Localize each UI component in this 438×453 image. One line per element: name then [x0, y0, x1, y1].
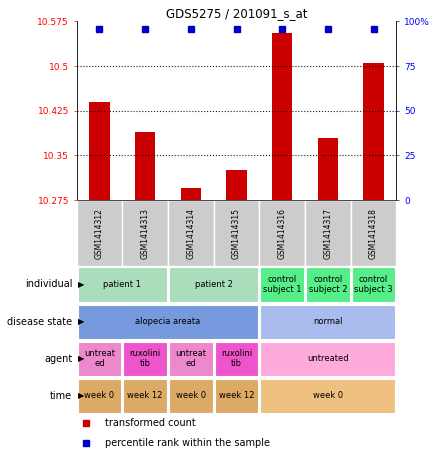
Bar — [89, 102, 110, 200]
Text: GSM1414312: GSM1414312 — [95, 207, 104, 259]
Text: GSM1414318: GSM1414318 — [369, 207, 378, 259]
Text: patient 2: patient 2 — [195, 280, 233, 289]
Bar — [272, 33, 293, 200]
Text: GSM1414314: GSM1414314 — [186, 207, 195, 259]
Text: ruxolini
tib: ruxolini tib — [221, 349, 252, 368]
Text: control
subject 3: control subject 3 — [354, 275, 393, 294]
Text: week 0: week 0 — [85, 391, 115, 400]
Bar — [122, 200, 168, 266]
Bar — [168, 200, 214, 266]
Bar — [215, 379, 258, 413]
Text: GSM1414316: GSM1414316 — [278, 207, 287, 259]
Text: ▶: ▶ — [78, 280, 84, 289]
Bar — [260, 342, 396, 376]
Text: percentile rank within the sample: percentile rank within the sample — [106, 438, 270, 448]
Text: ruxolini
tib: ruxolini tib — [130, 349, 161, 368]
Bar — [78, 304, 258, 339]
Bar — [77, 200, 122, 266]
Text: untreat
ed: untreat ed — [175, 349, 206, 368]
Bar — [260, 304, 396, 339]
Text: ▶: ▶ — [78, 391, 84, 400]
Bar — [169, 267, 258, 302]
Bar — [78, 267, 167, 302]
Bar — [260, 267, 304, 302]
Bar — [78, 379, 121, 413]
Bar — [318, 138, 338, 200]
Text: normal: normal — [313, 317, 343, 326]
Bar — [180, 188, 201, 200]
Text: disease state: disease state — [7, 317, 72, 327]
Text: week 12: week 12 — [219, 391, 254, 400]
Text: week 0: week 0 — [313, 391, 343, 400]
Bar — [351, 200, 396, 266]
Bar — [259, 200, 305, 266]
Bar — [135, 132, 155, 200]
Text: transformed count: transformed count — [106, 418, 196, 428]
Text: control
subject 1: control subject 1 — [263, 275, 301, 294]
Text: agent: agent — [44, 354, 72, 364]
Bar — [78, 342, 121, 376]
Bar — [214, 200, 259, 266]
Bar — [306, 267, 350, 302]
Title: GDS5275 / 201091_s_at: GDS5275 / 201091_s_at — [166, 7, 307, 20]
Text: week 0: week 0 — [176, 391, 206, 400]
Text: control
subject 2: control subject 2 — [309, 275, 347, 294]
Text: GSM1414313: GSM1414313 — [141, 207, 150, 259]
Text: untreat
ed: untreat ed — [84, 349, 115, 368]
Bar — [363, 63, 384, 200]
Bar — [305, 200, 351, 266]
Text: ▶: ▶ — [78, 354, 84, 363]
Bar — [260, 379, 396, 413]
Bar — [169, 342, 213, 376]
Text: time: time — [50, 391, 72, 401]
Text: individual: individual — [25, 280, 72, 289]
Text: GSM1414317: GSM1414317 — [323, 207, 332, 259]
Bar — [169, 379, 213, 413]
Bar — [215, 342, 258, 376]
Text: untreated: untreated — [307, 354, 349, 363]
Text: patient 1: patient 1 — [103, 280, 141, 289]
Text: week 12: week 12 — [127, 391, 163, 400]
Bar — [226, 170, 247, 200]
Bar — [123, 342, 167, 376]
Text: GSM1414315: GSM1414315 — [232, 207, 241, 259]
Bar — [352, 267, 396, 302]
Bar — [123, 379, 167, 413]
Text: ▶: ▶ — [78, 317, 84, 326]
Text: alopecia areata: alopecia areata — [135, 317, 201, 326]
